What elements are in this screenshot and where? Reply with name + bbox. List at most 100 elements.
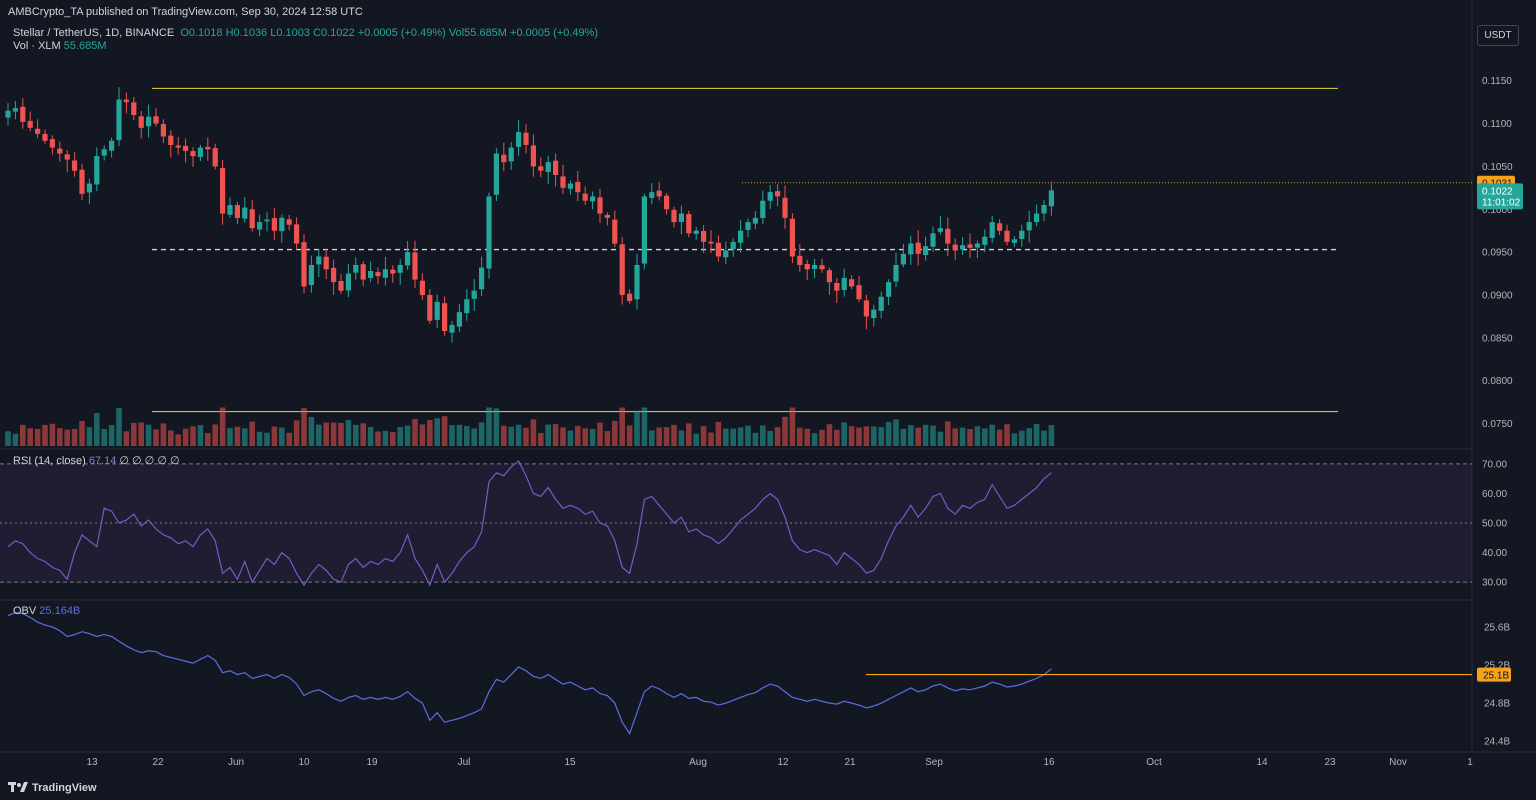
candle-body <box>345 273 351 291</box>
candle-body <box>900 253 906 265</box>
volume-bar <box>597 422 603 446</box>
time-tick-label: Aug <box>689 757 707 768</box>
volume-bar <box>922 424 929 446</box>
volume-bar <box>145 424 152 446</box>
candle-body <box>612 219 618 244</box>
volume-bar <box>804 428 810 446</box>
ohlc-close: C0.1022 <box>313 27 355 39</box>
volume-bar <box>101 428 107 446</box>
obv-legend[interactable]: OBV 25.164B <box>13 605 80 617</box>
volume-bar <box>678 430 685 446</box>
symbol-name[interactable]: Stellar / TetherUS, 1D, BINANCE <box>13 27 175 39</box>
candle-body <box>175 145 181 148</box>
volume-bar <box>671 424 677 446</box>
rsi-tick-label: 50.00 <box>1482 519 1507 530</box>
volume-bar <box>375 431 381 446</box>
volume-bar <box>567 430 574 446</box>
candle-body <box>967 244 973 248</box>
rsi-label: RSI (14, close) <box>13 455 86 467</box>
candle-body <box>878 296 884 311</box>
candle-body <box>442 303 448 331</box>
last-price-tag <box>1477 183 1523 210</box>
volume-bar <box>486 407 492 446</box>
volume-legend[interactable]: Vol · XLM 55.685M <box>13 40 107 52</box>
obv-pane <box>7 612 1472 735</box>
candle-body <box>27 120 33 128</box>
candle-body <box>449 325 455 333</box>
volume-bar <box>390 432 396 446</box>
volume-bar <box>848 426 855 446</box>
volume-bar <box>634 410 640 446</box>
volume-bar <box>1019 430 1025 446</box>
volume-bar <box>908 425 914 446</box>
volume-bar <box>27 428 33 446</box>
volume-bar <box>937 431 944 446</box>
symbol-legend[interactable]: Stellar / TetherUS, 1D, BINANCE O0.1018 … <box>13 27 598 39</box>
candle-body <box>701 231 707 242</box>
candle-body <box>508 147 514 162</box>
volume-legend-value: 55.685M <box>63 40 107 52</box>
candle-body <box>567 183 573 189</box>
obv-level-label: 25.1B <box>1483 671 1509 682</box>
candle-body <box>168 135 174 145</box>
ohlc-change: +0.0005 (+0.49%) <box>357 27 446 39</box>
volume-bar <box>959 427 966 446</box>
candle-body <box>1004 230 1010 242</box>
volume-bar <box>412 418 418 446</box>
volume-bar <box>723 428 729 446</box>
volume-bar <box>774 427 781 446</box>
volume-bar <box>123 431 130 446</box>
volume-bar <box>1048 425 1055 446</box>
candle-body <box>434 301 440 320</box>
candle-body <box>664 195 670 210</box>
candle-body <box>397 265 403 273</box>
candle-body <box>138 116 144 128</box>
candles <box>5 87 1054 343</box>
candle-body <box>597 197 603 214</box>
candle-body <box>94 156 100 185</box>
rsi-tick-label: 70.00 <box>1482 459 1507 470</box>
obv-tick-label: 25.6B <box>1484 622 1510 633</box>
obv-tick-label: 25.2B <box>1484 661 1510 672</box>
volume-bar <box>760 425 766 446</box>
candle-body <box>227 205 233 215</box>
candle-body <box>1041 205 1047 214</box>
rsi-legend[interactable]: RSI (14, close) 67.14 ∅ ∅ ∅ ∅ ∅ <box>13 454 180 467</box>
volume-bar <box>545 424 551 446</box>
candle-body <box>316 256 322 265</box>
volume-bar <box>982 428 988 446</box>
candle-body <box>212 148 218 167</box>
candle-body <box>338 281 344 291</box>
volume-legend-label: Vol · XLM <box>13 40 61 52</box>
tradingview-icon <box>8 782 28 792</box>
volume-bar <box>219 407 226 446</box>
candle-body <box>493 153 499 195</box>
volume-bar <box>552 424 559 446</box>
price-tick-label: 0.1000 <box>1482 205 1513 216</box>
volume-bar <box>382 430 389 446</box>
volume-bar <box>996 429 1003 446</box>
volume-bar <box>404 425 411 446</box>
volume-bar <box>160 423 167 446</box>
candle-body <box>819 265 825 270</box>
candle-body <box>627 293 633 301</box>
candle-body <box>427 294 433 321</box>
volume-bar <box>64 429 70 446</box>
volume-bar <box>811 433 818 446</box>
candle-body <box>234 205 240 218</box>
candle-body <box>693 230 699 234</box>
volume-bar <box>863 426 870 446</box>
volume-bar <box>182 428 189 446</box>
candle-body <box>952 244 958 251</box>
currency-unit-button[interactable]: USDT <box>1477 25 1519 46</box>
volume-bar <box>86 427 93 446</box>
candle-body <box>360 264 366 280</box>
candle-body <box>863 300 869 317</box>
candle-body <box>708 241 714 244</box>
ohlc-low: L0.1003 <box>270 27 310 39</box>
candle-body <box>1048 190 1054 207</box>
volume-bar <box>279 427 285 446</box>
tradingview-logo[interactable]: TradingView <box>8 782 97 794</box>
candle-body <box>767 192 773 201</box>
